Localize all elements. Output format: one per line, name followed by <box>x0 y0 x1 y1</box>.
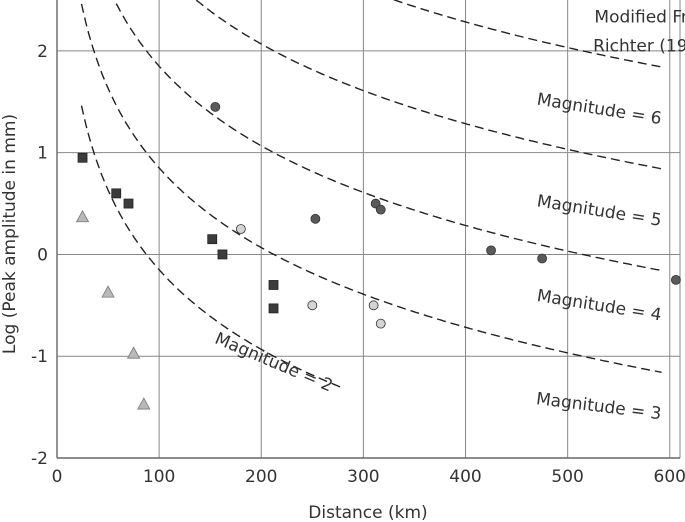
data-point-triangle <box>75 209 90 223</box>
data-point-square <box>268 280 279 290</box>
y-tick-label: 2 <box>37 42 48 62</box>
data-point-circle <box>671 274 681 285</box>
data-point-triangle <box>137 397 151 410</box>
data-point-circle <box>307 300 318 311</box>
x-tick-label: 0 <box>52 467 63 487</box>
data-point-square <box>207 234 218 245</box>
y-axis-ticks: -2 -1 0 1 2 <box>31 42 48 469</box>
y-tick-label: 1 <box>37 144 48 164</box>
x-tick-label: 400 <box>449 467 481 487</box>
magnitude-curve <box>392 0 664 69</box>
data-point-square <box>123 198 134 209</box>
x-tick-label: 100 <box>143 467 175 487</box>
data-point-square <box>268 303 279 314</box>
magnitude-curve <box>80 105 344 389</box>
data-point-circle <box>537 253 548 264</box>
x-tick-label: 500 <box>551 467 583 487</box>
magnitude-curve <box>80 3 662 373</box>
magnitude-curve <box>113 0 664 272</box>
y-tick-label: -2 <box>31 449 48 469</box>
data-point-circle <box>368 300 379 311</box>
magnitude-curve <box>195 0 664 170</box>
data-point-circle <box>375 204 386 215</box>
data-point-square <box>217 249 228 260</box>
data-point-triangle <box>126 346 141 359</box>
magnitude-curves <box>80 0 664 389</box>
data-point-square <box>111 188 122 199</box>
x-axis-ticks: 0 100 200 300 400 500 600 <box>52 467 685 487</box>
x-axis-label: Distance (km) <box>308 503 427 522</box>
plot-background <box>57 0 680 458</box>
x-tick-label: 600 <box>654 467 685 487</box>
y-tick-label: 0 <box>37 245 48 265</box>
y-axis-label: Log (Peak amplitude in mm) <box>0 114 20 354</box>
annotation-line: Modified From <box>594 7 685 27</box>
data-points <box>75 101 681 410</box>
data-point-circle <box>210 101 221 112</box>
y-tick-label: -1 <box>31 347 48 367</box>
grid <box>56 0 681 459</box>
data-point-circle <box>235 224 246 234</box>
annotation-line: Richter (1958) <box>593 36 685 56</box>
data-point-circle <box>375 318 386 329</box>
source-annotation: Modified From Richter (1958) <box>593 7 685 56</box>
x-tick-label: 300 <box>347 467 379 487</box>
x-tick-label: 200 <box>245 467 277 487</box>
data-point-square <box>77 152 88 163</box>
data-point-triangle <box>101 285 115 298</box>
data-point-circle <box>310 213 321 224</box>
data-point-circle <box>486 245 496 256</box>
